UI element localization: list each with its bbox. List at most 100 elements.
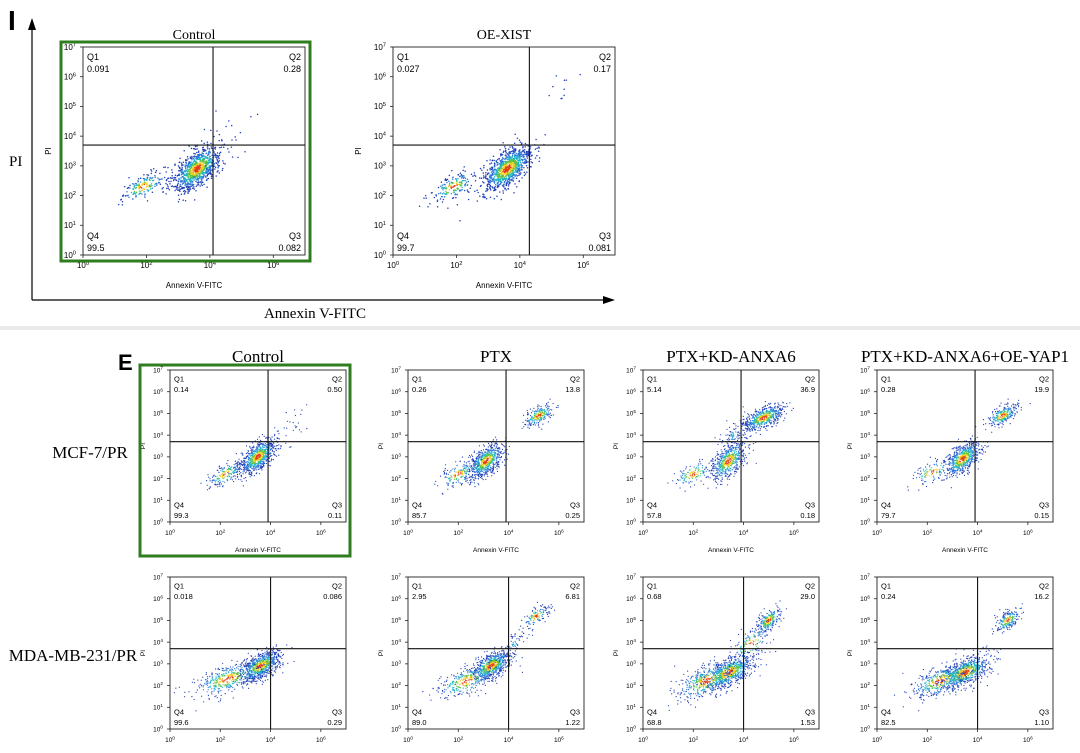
data-point <box>214 168 216 170</box>
data-point <box>272 453 275 455</box>
data-point <box>440 185 442 187</box>
data-point <box>511 174 513 177</box>
data-point <box>238 470 240 473</box>
data-point <box>121 203 124 206</box>
data-point <box>204 149 206 152</box>
data-point <box>465 465 467 467</box>
data-point <box>510 178 513 181</box>
data-point <box>199 181 201 183</box>
data-point <box>201 173 204 175</box>
data-point <box>234 463 236 465</box>
data-point <box>723 464 725 466</box>
data-point <box>436 199 439 201</box>
data-point <box>244 467 246 469</box>
data-point <box>458 473 460 476</box>
data-point <box>741 442 744 444</box>
data-point <box>197 180 200 182</box>
data-point <box>482 177 485 179</box>
data-point <box>501 178 503 181</box>
data-point <box>452 481 454 484</box>
data-point <box>194 153 196 155</box>
data-point <box>210 175 213 178</box>
data-point <box>221 468 223 470</box>
data-point <box>209 486 212 488</box>
data-point <box>165 182 167 185</box>
data-point <box>170 177 172 180</box>
data-point <box>207 156 209 158</box>
data-point <box>224 481 226 483</box>
x-axis-label: Annexin V-FITC <box>476 281 533 290</box>
data-point <box>242 466 245 468</box>
quadrant-label-q4: Q4 <box>87 231 99 241</box>
data-point <box>579 73 581 76</box>
data-point <box>117 203 120 206</box>
data-point <box>161 178 163 180</box>
data-point <box>491 442 493 444</box>
data-point <box>439 475 442 477</box>
data-point <box>734 449 736 451</box>
data-point <box>207 147 209 150</box>
data-point <box>251 459 253 461</box>
data-point <box>526 157 528 159</box>
data-point <box>448 478 450 480</box>
data-point <box>460 473 462 475</box>
data-point <box>134 192 136 195</box>
data-point <box>217 486 219 488</box>
data-point <box>187 192 189 194</box>
data-point <box>489 186 491 188</box>
data-point <box>148 178 151 181</box>
data-point <box>486 160 488 162</box>
data-point <box>223 477 225 479</box>
data-point <box>143 191 145 193</box>
data-point <box>296 426 298 428</box>
data-point <box>167 177 170 179</box>
data-point <box>466 178 469 180</box>
data-point <box>200 183 203 185</box>
data-point <box>454 468 456 470</box>
data-point <box>722 460 724 462</box>
data-point <box>452 182 454 184</box>
data-point <box>744 442 746 445</box>
quadrant-value-q2: 0.50 <box>327 385 342 394</box>
data-point <box>189 183 191 186</box>
data-point <box>518 164 521 167</box>
data-point <box>503 166 506 168</box>
data-point <box>483 471 485 473</box>
data-point <box>480 457 483 459</box>
data-point <box>563 94 565 97</box>
data-point <box>264 457 266 459</box>
data-point <box>461 483 463 485</box>
data-point <box>522 421 524 423</box>
data-point <box>242 452 244 454</box>
data-point <box>738 466 740 468</box>
data-point <box>243 462 245 465</box>
data-point <box>205 169 207 171</box>
data-point <box>490 456 492 458</box>
data-point <box>514 133 516 136</box>
data-point <box>135 184 138 187</box>
data-point <box>222 472 224 474</box>
data-point <box>720 449 722 451</box>
data-point <box>217 162 219 164</box>
data-point <box>512 171 515 174</box>
data-point <box>720 464 722 466</box>
data-point <box>552 402 554 405</box>
data-point <box>188 186 190 188</box>
data-point <box>722 452 724 454</box>
data-point <box>446 181 448 184</box>
data-point <box>129 184 131 187</box>
data-point <box>518 157 521 159</box>
data-point <box>242 485 244 487</box>
data-point <box>514 166 517 168</box>
data-point <box>743 458 745 460</box>
data-point <box>479 457 481 459</box>
data-point <box>210 142 212 145</box>
data-point <box>450 185 452 187</box>
data-point <box>481 453 483 455</box>
data-point <box>144 196 146 198</box>
data-point <box>549 417 551 419</box>
data-point <box>480 177 483 179</box>
data-point <box>499 178 501 181</box>
data-point <box>217 154 219 157</box>
